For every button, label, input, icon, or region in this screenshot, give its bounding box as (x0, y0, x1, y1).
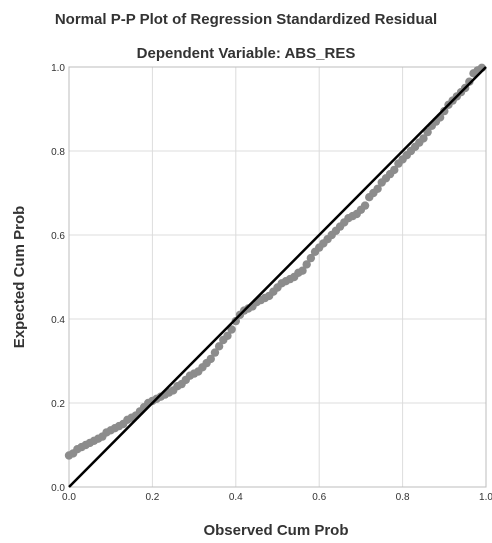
reference-line-group (68, 66, 487, 488)
x-tick-label: 0.4 (229, 492, 243, 503)
data-point (419, 134, 428, 143)
chart-subtitle: Dependent Variable: ABS_RES (137, 45, 356, 62)
y-tick-label: 1.0 (51, 63, 65, 74)
data-point (360, 201, 370, 210)
y-tick-label: 0.2 (51, 399, 65, 410)
y-tick-label: 0.6 (51, 231, 65, 242)
y-tick-label: 0.8 (51, 147, 65, 158)
data-point (423, 127, 432, 137)
y-tick-label: 0.0 (51, 483, 65, 494)
data-point (298, 266, 307, 275)
grid-lines (69, 67, 486, 487)
x-tick-label: 0.6 (312, 492, 326, 503)
x-tick-label: 0.2 (145, 492, 159, 503)
x-tick-label: 0.0 (62, 492, 76, 503)
data-point (223, 331, 232, 340)
data-point (302, 260, 311, 269)
data-point (206, 354, 215, 364)
data-point (214, 342, 224, 351)
x-tick-label: 1.0 (479, 492, 492, 503)
reference-line (68, 66, 487, 488)
data-point (306, 253, 316, 263)
data-point (210, 348, 220, 357)
chart-title: Normal P-P Plot of Regression Standardiz… (55, 11, 437, 28)
data-points (64, 63, 487, 460)
y-tick-label: 0.4 (51, 315, 65, 326)
plot-frame (68, 66, 487, 488)
y-axis-label: Expected Cum Prob (11, 206, 28, 349)
data-point (231, 316, 240, 326)
data-point (373, 184, 382, 193)
tick-labels: 0.0 0.2 0.4 0.6 0.8 1.0 0.0 0.2 0.4 0.6 0.8 1.0 (51, 63, 492, 503)
data-point (227, 325, 236, 334)
x-tick-label: 0.8 (396, 492, 410, 503)
data-point (465, 77, 474, 86)
data-point (440, 106, 449, 116)
x-axis-label: Observed Cum Prob (203, 522, 348, 539)
data-point (390, 165, 399, 175)
